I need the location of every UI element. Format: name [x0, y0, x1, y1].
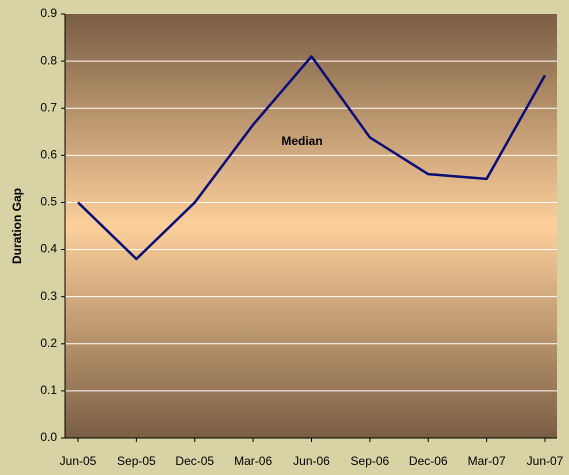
x-tick-label: Jun-06	[293, 454, 330, 468]
y-axis-label: Duration Gap	[10, 188, 24, 264]
y-tick-label: 0.2	[40, 336, 57, 350]
plot-area	[65, 14, 557, 438]
y-tick-label: 0.0	[40, 430, 57, 444]
x-tick-label: Dec-05	[175, 454, 214, 468]
x-tick-label: Dec-06	[409, 454, 448, 468]
y-tick-label: 0.4	[40, 242, 57, 256]
y-tick-label: 0.7	[40, 100, 57, 114]
y-tick-label: 0.5	[40, 195, 57, 209]
y-tick-label: 0.6	[40, 148, 57, 162]
y-tick-label: 0.8	[40, 53, 57, 67]
line-series	[77, 55, 547, 261]
x-tick-label: Jun-07	[527, 454, 564, 468]
y-tick-label: 0.9	[40, 6, 57, 20]
x-tick-label: Mar-07	[468, 454, 506, 468]
x-tick-label: Mar-06	[234, 454, 272, 468]
annotation: Median	[281, 134, 322, 148]
x-tick-label: Sep-05	[117, 454, 156, 468]
x-tick-label: Jun-05	[60, 454, 97, 468]
x-tick-label: Sep-06	[351, 454, 390, 468]
y-tick-label: 0.1	[40, 383, 57, 397]
y-tick-label: 0.3	[40, 289, 57, 303]
